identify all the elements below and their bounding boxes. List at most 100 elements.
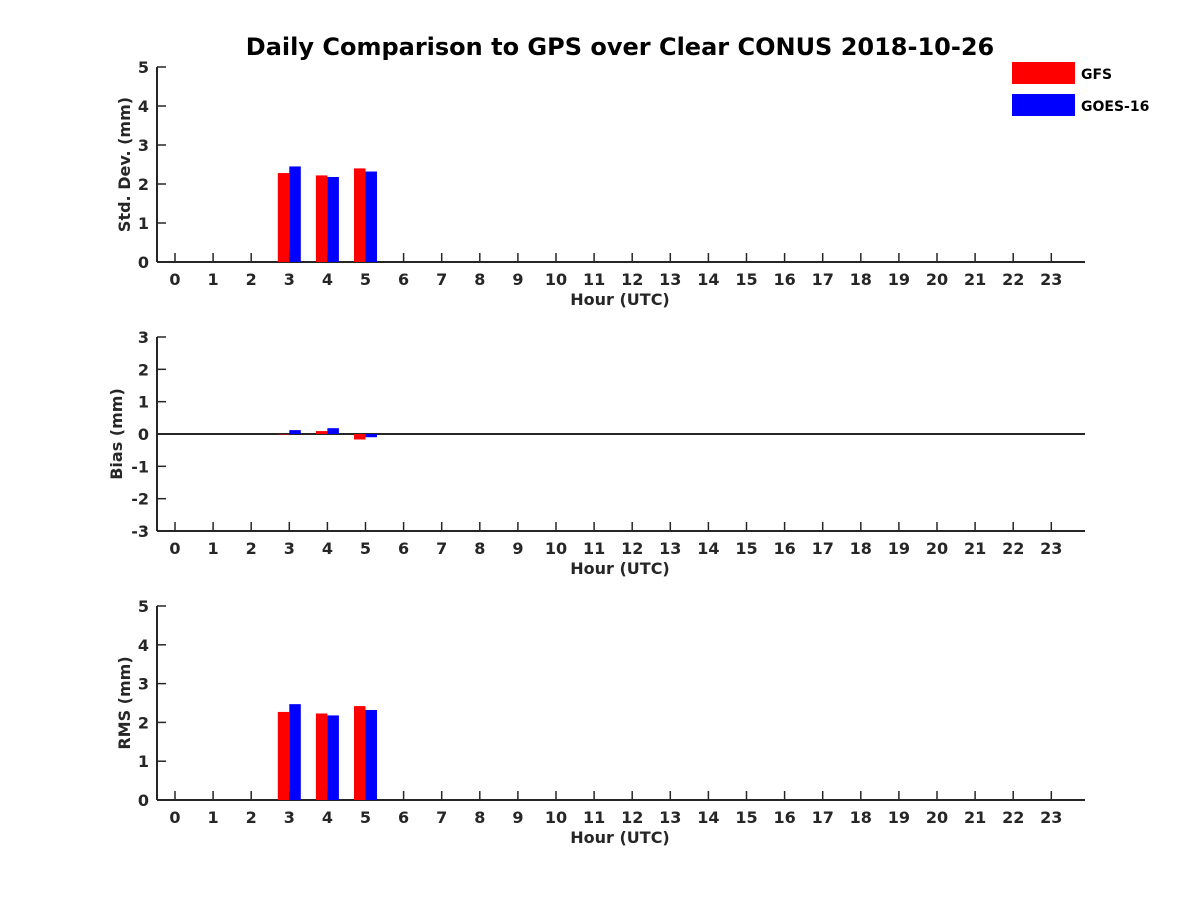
x-tick-label: 4: [322, 808, 333, 827]
x-tick-label: 18: [850, 270, 872, 289]
y-tick-label: -1: [131, 457, 149, 476]
x-tick-label: 10: [545, 270, 567, 289]
x-tick-label: 0: [169, 539, 180, 558]
x-tick-label: 18: [850, 539, 872, 558]
x-tick-label: 6: [398, 539, 409, 558]
x-tick-label: 1: [208, 270, 219, 289]
y-tick-label: 2: [138, 713, 149, 732]
x-tick-label: 5: [360, 270, 371, 289]
x-tick-label: 9: [512, 539, 523, 558]
x-tick-label: 7: [436, 808, 447, 827]
x-tick-label: 13: [659, 270, 681, 289]
x-tick-label: 21: [964, 539, 986, 558]
bar-gfs-hour-5: [354, 706, 366, 800]
x-tick-label: 3: [284, 270, 295, 289]
y-tick-label: 1: [138, 752, 149, 771]
x-tick-label: 12: [621, 539, 643, 558]
x-tick-label: 12: [621, 808, 643, 827]
y-tick-label: 3: [138, 136, 149, 155]
x-tick-label: 2: [246, 808, 257, 827]
x-tick-label: 15: [735, 808, 757, 827]
x-tick-label: 2: [246, 539, 257, 558]
bar-gfs-hour-3: [277, 434, 290, 435]
bar-gfs-hour-5: [354, 168, 366, 262]
x-tick-label: 23: [1040, 539, 1062, 558]
x-tick-label: 11: [583, 539, 605, 558]
x-tick-label: 20: [926, 539, 948, 558]
x-tick-label: 9: [512, 270, 523, 289]
x-tick-label: 13: [659, 539, 681, 558]
legend-label-goes-16: GOES-16: [1081, 99, 1149, 115]
x-tick-label: 23: [1040, 808, 1062, 827]
legend-swatch-gfs: [1012, 62, 1075, 84]
x-tick-label: 3: [284, 808, 295, 827]
x-axis-label: Hour (UTC): [570, 828, 670, 847]
x-tick-label: 12: [621, 270, 643, 289]
x-tick-label: 17: [812, 808, 834, 827]
x-tick-label: 1: [208, 539, 219, 558]
bar-goes-16-hour-5: [365, 171, 377, 262]
y-tick-label: -3: [131, 522, 149, 541]
x-tick-label: 11: [583, 270, 605, 289]
legend: GFS GOES-16: [1012, 62, 1149, 116]
x-tick-label: 10: [545, 539, 567, 558]
y-tick-label: 5: [138, 58, 149, 77]
x-tick-label: 14: [697, 539, 719, 558]
x-tick-label: 8: [474, 539, 485, 558]
bar-gfs-hour-3: [277, 173, 290, 262]
legend-label-gfs: GFS: [1081, 67, 1112, 83]
x-tick-label: 8: [474, 808, 485, 827]
x-tick-label: 16: [773, 270, 795, 289]
bar-goes-16-hour-3: [289, 704, 301, 800]
x-tick-label: 20: [926, 270, 948, 289]
x-tick-label: 17: [812, 539, 834, 558]
bar-gfs-hour-5: [354, 434, 366, 440]
bar-gfs-hour-4: [315, 713, 328, 800]
bar-goes-16-hour-4: [327, 176, 339, 262]
x-tick-label: 9: [512, 808, 523, 827]
x-tick-label: 20: [926, 808, 948, 827]
bar-gfs-hour-3: [277, 711, 290, 800]
legend-swatch-goes-16: [1012, 94, 1075, 116]
y-tick-label: 2: [138, 360, 149, 379]
y-tick-label: 1: [138, 393, 149, 412]
bar-goes-16-hour-4: [327, 715, 339, 800]
chart-title: Daily Comparison to GPS over Clear CONUS…: [246, 33, 994, 61]
x-tick-label: 23: [1040, 270, 1062, 289]
x-tick-label: 19: [888, 270, 910, 289]
x-tick-label: 22: [1002, 270, 1024, 289]
x-tick-label: 16: [773, 808, 795, 827]
y-tick-label: 1: [138, 214, 149, 233]
y-tick-label: 2: [138, 175, 149, 194]
x-axis-label: Hour (UTC): [570, 559, 670, 578]
x-tick-label: 8: [474, 270, 485, 289]
x-tick-label: 14: [697, 270, 719, 289]
bar-goes-16-hour-3: [289, 166, 301, 262]
x-tick-label: 1: [208, 808, 219, 827]
x-tick-label: 6: [398, 270, 409, 289]
y-axis-label: Std. Dev. (mm): [115, 97, 134, 232]
x-tick-label: 6: [398, 808, 409, 827]
y-tick-label: 4: [138, 636, 149, 655]
x-tick-label: 21: [964, 270, 986, 289]
x-tick-label: 15: [735, 539, 757, 558]
y-tick-label: 3: [138, 675, 149, 694]
x-tick-label: 5: [360, 808, 371, 827]
x-tick-label: 16: [773, 539, 795, 558]
x-tick-label: 4: [322, 270, 333, 289]
bar-gfs-hour-4: [315, 431, 328, 434]
x-tick-label: 7: [436, 539, 447, 558]
x-tick-label: 21: [964, 808, 986, 827]
y-tick-label: 4: [138, 97, 149, 116]
x-tick-label: 13: [659, 808, 681, 827]
x-tick-label: 19: [888, 539, 910, 558]
x-tick-label: 11: [583, 808, 605, 827]
y-tick-label: 0: [138, 253, 149, 272]
x-tick-label: 22: [1002, 808, 1024, 827]
bar-goes-16-hour-5: [365, 709, 377, 800]
